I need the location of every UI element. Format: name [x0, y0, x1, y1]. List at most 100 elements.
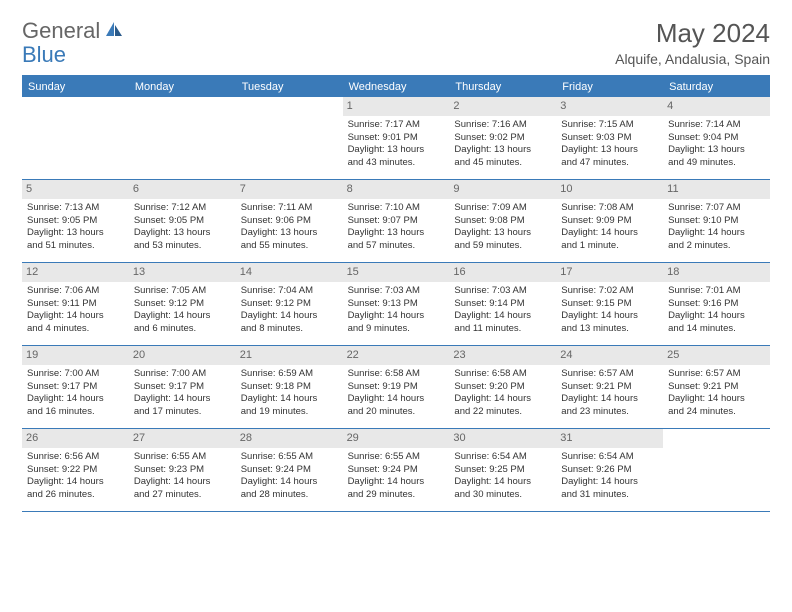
day-line: Daylight: 14 hours — [668, 227, 765, 240]
day-number: 4 — [663, 97, 770, 116]
week-row: 5Sunrise: 7:13 AMSunset: 9:05 PMDaylight… — [22, 180, 770, 263]
day-line: Sunrise: 6:58 AM — [348, 368, 445, 381]
day-header: Tuesday — [236, 77, 343, 97]
day-line: Sunset: 9:17 PM — [27, 381, 124, 394]
day-line: and 59 minutes. — [454, 240, 551, 253]
day-line: Sunrise: 7:02 AM — [561, 285, 658, 298]
day-text: Sunrise: 7:00 AMSunset: 9:17 PMDaylight:… — [133, 368, 232, 419]
day-cell: 26Sunrise: 6:56 AMSunset: 9:22 PMDayligh… — [22, 429, 129, 511]
day-cell: 11 Sunrise: 7:07 AMSunset: 9:10 PMDayligh… — [663, 180, 770, 262]
day-line: Daylight: 14 hours — [27, 393, 124, 406]
day-line: Sunrise: 7:01 AM — [668, 285, 765, 298]
day-line: and 1 minute. — [561, 240, 658, 253]
day-number: 11 — [663, 180, 770, 199]
day-text: Sunrise: 6:55 AMSunset: 9:23 PMDaylight:… — [133, 451, 232, 502]
day-number: 29 — [343, 429, 450, 448]
day-cell: 6Sunrise: 7:12 AMSunset: 9:05 PMDaylight… — [129, 180, 236, 262]
day-line: and 24 minutes. — [668, 406, 765, 419]
day-line: Daylight: 14 hours — [134, 393, 231, 406]
day-text: Sunrise: 7:08 AMSunset: 9:09 PMDaylight:… — [560, 202, 659, 253]
day-header: Friday — [556, 77, 663, 97]
day-line: Sunset: 9:12 PM — [134, 298, 231, 311]
day-cell: 15Sunrise: 7:03 AMSunset: 9:13 PMDayligh… — [343, 263, 450, 345]
day-line: and 11 minutes. — [454, 323, 551, 336]
day-line: Sunrise: 7:11 AM — [241, 202, 338, 215]
day-cell: 4 Sunrise: 7:14 AMSunset: 9:04 PMDaylight… — [663, 97, 770, 179]
day-line: and 45 minutes. — [454, 157, 551, 170]
day-number: 19 — [22, 346, 129, 365]
day-text: Sunrise: 7:01 AMSunset: 9:16 PMDaylight:… — [667, 285, 766, 336]
day-line: Daylight: 13 hours — [668, 144, 765, 157]
day-cell: 20Sunrise: 7:00 AMSunset: 9:17 PMDayligh… — [129, 346, 236, 428]
day-line: Sunset: 9:17 PM — [134, 381, 231, 394]
day-line: Sunset: 9:09 PM — [561, 215, 658, 228]
day-line: Daylight: 13 hours — [27, 227, 124, 240]
day-line: Sunrise: 7:16 AM — [454, 119, 551, 132]
day-line: Daylight: 14 hours — [668, 393, 765, 406]
day-number: 22 — [343, 346, 450, 365]
day-line: Sunset: 9:06 PM — [241, 215, 338, 228]
day-headers-row: SundayMondayTuesdayWednesdayThursdayFrid… — [22, 77, 770, 97]
day-line: Sunrise: 7:10 AM — [348, 202, 445, 215]
day-cell: 8Sunrise: 7:10 AMSunset: 9:07 PMDaylight… — [343, 180, 450, 262]
day-number: 26 — [22, 429, 129, 448]
day-text: Sunrise: 6:59 AMSunset: 9:18 PMDaylight:… — [240, 368, 339, 419]
day-line: Daylight: 14 hours — [454, 310, 551, 323]
day-line: and 8 minutes. — [241, 323, 338, 336]
day-line: and 43 minutes. — [348, 157, 445, 170]
day-cell: 9Sunrise: 7:09 AMSunset: 9:08 PMDaylight… — [449, 180, 556, 262]
week-row: ...1Sunrise: 7:17 AMSunset: 9:01 PMDayli… — [22, 97, 770, 180]
day-number: 12 — [22, 263, 129, 282]
day-line: and 4 minutes. — [27, 323, 124, 336]
day-line: Sunset: 9:14 PM — [454, 298, 551, 311]
day-header: Saturday — [663, 77, 770, 97]
day-line: Sunset: 9:22 PM — [27, 464, 124, 477]
day-cell: 18 Sunrise: 7:01 AMSunset: 9:16 PMDayligh… — [663, 263, 770, 345]
day-line: Daylight: 14 hours — [348, 310, 445, 323]
day-line: and 57 minutes. — [348, 240, 445, 253]
day-cell: 16Sunrise: 7:03 AMSunset: 9:14 PMDayligh… — [449, 263, 556, 345]
day-line: Sunset: 9:13 PM — [348, 298, 445, 311]
day-line: Sunset: 9:18 PM — [241, 381, 338, 394]
day-cell: . — [663, 429, 770, 511]
day-line: Daylight: 14 hours — [241, 310, 338, 323]
day-text: Sunrise: 7:07 AMSunset: 9:10 PMDaylight:… — [667, 202, 766, 253]
day-line: Daylight: 14 hours — [348, 393, 445, 406]
day-line: and 47 minutes. — [561, 157, 658, 170]
day-text: Sunrise: 7:15 AMSunset: 9:03 PMDaylight:… — [560, 119, 659, 170]
day-line: and 23 minutes. — [561, 406, 658, 419]
day-line: Sunset: 9:08 PM — [454, 215, 551, 228]
day-cell: 2Sunrise: 7:16 AMSunset: 9:02 PMDaylight… — [449, 97, 556, 179]
location: Alquife, Andalusia, Spain — [615, 51, 770, 67]
day-number: 23 — [449, 346, 556, 365]
day-header: Wednesday — [343, 77, 450, 97]
day-number: 31 — [556, 429, 663, 448]
day-line: Sunset: 9:15 PM — [561, 298, 658, 311]
day-line: Sunset: 9:16 PM — [668, 298, 765, 311]
day-line: Sunrise: 7:12 AM — [134, 202, 231, 215]
day-text: Sunrise: 7:14 AMSunset: 9:04 PMDaylight:… — [667, 119, 766, 170]
day-number: 25 — [663, 346, 770, 365]
day-line: Sunset: 9:01 PM — [348, 132, 445, 145]
day-number: 18 — [663, 263, 770, 282]
day-cell: . — [22, 97, 129, 179]
day-line: and 26 minutes. — [27, 489, 124, 502]
day-number: 3 — [556, 97, 663, 116]
day-line: and 2 minutes. — [668, 240, 765, 253]
day-line: Sunset: 9:21 PM — [561, 381, 658, 394]
day-text: Sunrise: 6:54 AMSunset: 9:25 PMDaylight:… — [453, 451, 552, 502]
day-number: 6 — [129, 180, 236, 199]
day-text: Sunrise: 7:05 AMSunset: 9:12 PMDaylight:… — [133, 285, 232, 336]
day-line: Daylight: 13 hours — [561, 144, 658, 157]
day-cell: 31Sunrise: 6:54 AMSunset: 9:26 PMDayligh… — [556, 429, 663, 511]
day-line: Daylight: 14 hours — [241, 393, 338, 406]
day-number: 9 — [449, 180, 556, 199]
day-line: and 14 minutes. — [668, 323, 765, 336]
day-text: Sunrise: 7:06 AMSunset: 9:11 PMDaylight:… — [26, 285, 125, 336]
day-text: Sunrise: 7:10 AMSunset: 9:07 PMDaylight:… — [347, 202, 446, 253]
day-cell: 25Sunrise: 6:57 AMSunset: 9:21 PMDayligh… — [663, 346, 770, 428]
day-cell: 24Sunrise: 6:57 AMSunset: 9:21 PMDayligh… — [556, 346, 663, 428]
day-number: 14 — [236, 263, 343, 282]
day-line: Sunset: 9:12 PM — [241, 298, 338, 311]
day-text: Sunrise: 6:57 AMSunset: 9:21 PMDaylight:… — [560, 368, 659, 419]
